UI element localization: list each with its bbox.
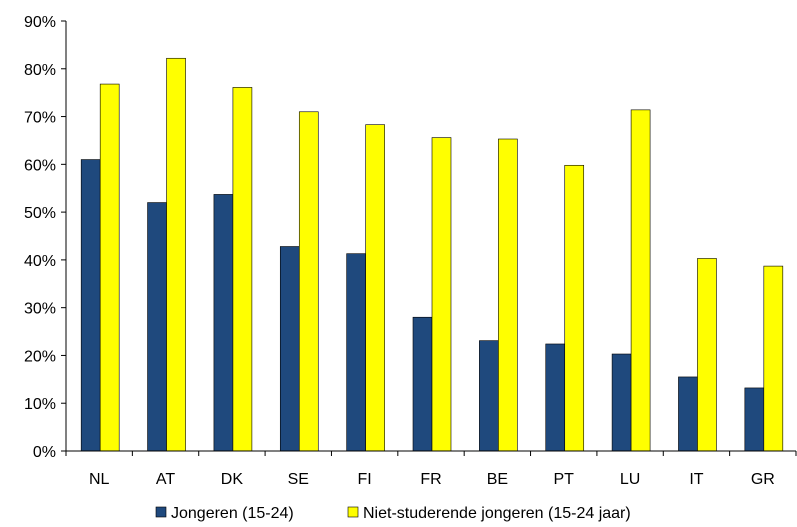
y-tick-label: 30% — [24, 301, 56, 318]
legend-swatch-series-2 — [347, 506, 359, 518]
bar-lu-series-1 — [611, 353, 632, 452]
bar-se-series-2 — [298, 111, 319, 452]
bar-se-series-1 — [279, 246, 300, 452]
bar-dk-series-1 — [213, 194, 234, 452]
x-tick-label: GR — [751, 471, 775, 488]
bar-dk-series-2 — [232, 87, 253, 452]
x-tick-label: PT — [554, 471, 575, 488]
bar-gr-series-2 — [763, 265, 784, 452]
legend-swatch-series-1 — [155, 506, 167, 518]
x-tick-label: FI — [358, 471, 372, 488]
bar-it-series-2 — [697, 258, 717, 452]
bar-nl-series-2 — [99, 83, 120, 452]
x-tick-label: IT — [689, 471, 703, 488]
bar-fi-series-2 — [365, 124, 385, 452]
x-tick-label: SE — [288, 471, 309, 488]
bar-pt-series-2 — [564, 164, 585, 452]
bar-pt-series-1 — [545, 343, 566, 452]
y-tick-label: 60% — [24, 157, 56, 174]
bar-fr-series-1 — [412, 316, 433, 452]
bar-be-series-2 — [498, 138, 518, 452]
x-tick-label: FR — [420, 471, 441, 488]
bar-it-series-1 — [678, 376, 698, 452]
bar-lu-series-2 — [630, 109, 651, 452]
x-tick-label: NL — [89, 471, 110, 488]
bar-gr-series-1 — [744, 387, 765, 452]
legend: Jongeren (15-24) Niet-studerende jongeren… — [155, 505, 631, 522]
bar-at-series-1 — [147, 202, 167, 452]
bar-nl-series-1 — [80, 159, 101, 452]
bar-fi-series-1 — [346, 253, 366, 452]
y-tick-label: 80% — [24, 62, 56, 79]
y-tick-label: 20% — [24, 348, 56, 365]
y-tick-label: 90% — [24, 14, 56, 31]
legend-label-series-1: Jongeren (15-24) — [171, 505, 294, 522]
bar-be-series-1 — [479, 340, 499, 452]
x-tick-label: DK — [221, 471, 244, 488]
bars — [80, 57, 784, 452]
x-tick-label: AT — [156, 471, 175, 488]
x-tick-label: BE — [487, 471, 508, 488]
legend-label-series-2: Niet-studerende jongeren (15-24 jaar) — [363, 505, 631, 522]
y-tick-label: 10% — [24, 396, 56, 413]
bar-at-series-2 — [166, 57, 186, 452]
y-tick-label: 50% — [24, 205, 56, 222]
bar-fr-series-2 — [431, 137, 452, 452]
x-tick-label: LU — [620, 471, 640, 488]
y-tick-label: 70% — [24, 110, 56, 127]
y-axis: 0% 10% 20% 30% 40% 50% 60% 70% 80% 90% — [24, 14, 67, 461]
y-tick-label: 0% — [33, 444, 56, 461]
x-axis: NL AT DK SE FI FR BE PT LU IT GR — [65, 450, 797, 488]
y-tick-label: 40% — [24, 253, 56, 270]
